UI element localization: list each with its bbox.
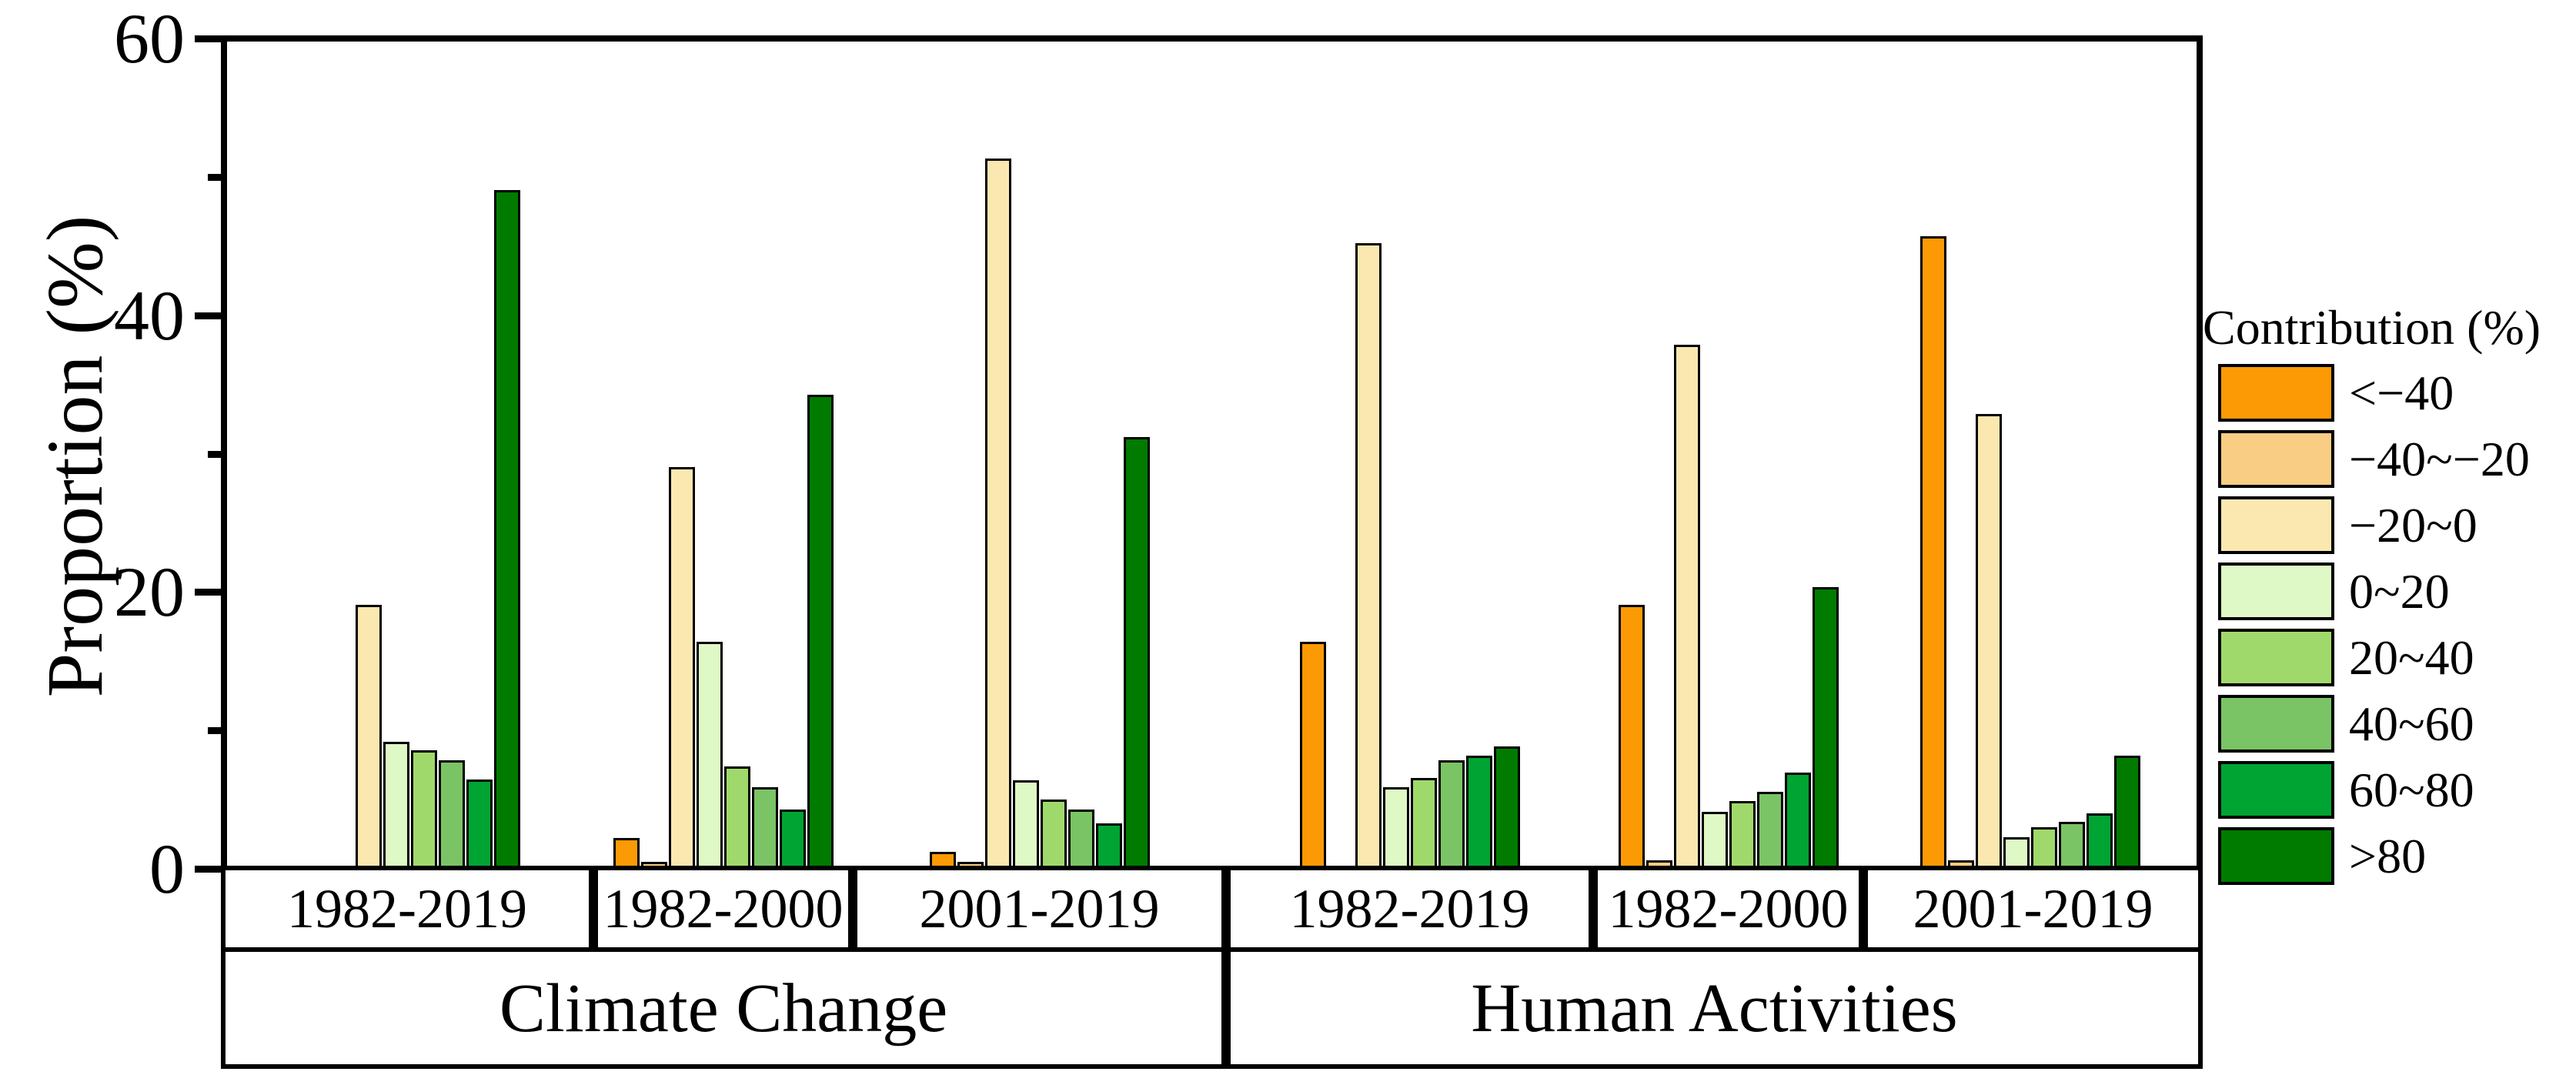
bar->80 xyxy=(1493,746,1520,866)
y-major-tick-0 xyxy=(195,866,221,873)
bar-<m40 xyxy=(929,852,956,866)
y-tick-label-0: 0 xyxy=(149,830,185,908)
legend-label-4: 20~40 xyxy=(2349,630,2474,685)
legend-swatch-5 xyxy=(2218,695,2334,753)
y-tick-label-40: 40 xyxy=(114,275,185,355)
bar-40~60 xyxy=(439,760,465,866)
bar-group-climate-change-1982-2000 xyxy=(593,42,853,866)
bar-0~20 xyxy=(2003,837,2030,866)
bar-60~80 xyxy=(466,780,493,866)
bar-m40~m20 xyxy=(957,862,984,866)
bar-40~60 xyxy=(2058,822,2085,866)
bar-60~80 xyxy=(1465,756,1492,866)
legend-label-3: 0~20 xyxy=(2349,564,2450,619)
bar-m20~0 xyxy=(1975,414,2002,866)
bar-0~20 xyxy=(696,642,723,866)
bar-0~20 xyxy=(1701,812,1728,866)
bar-group-climate-change-2001-2019 xyxy=(853,42,1226,866)
legend-label-2: −20~0 xyxy=(2349,498,2477,553)
legend-swatch-6 xyxy=(2218,761,2334,819)
legend-swatch-4 xyxy=(2218,629,2334,686)
legend-label-0: <−40 xyxy=(2349,366,2454,420)
bar-20~40 xyxy=(1410,778,1437,866)
bar-40~60 xyxy=(751,787,778,866)
legend-swatch-3 xyxy=(2218,563,2334,620)
bar-40~60 xyxy=(1438,760,1465,866)
bar-m20~0 xyxy=(1673,345,1700,866)
bar-m40~m20 xyxy=(1947,860,1974,866)
bar-m20~0 xyxy=(356,605,382,866)
bar->80 xyxy=(2113,756,2140,866)
bar-m40~m20 xyxy=(640,862,667,866)
y-major-tick-40 xyxy=(195,312,221,319)
bar->80 xyxy=(494,190,520,866)
bar-40~60 xyxy=(1067,810,1094,866)
bar-0~20 xyxy=(1012,780,1039,866)
legend-label-5: 40~60 xyxy=(2349,696,2474,751)
bar-group-human-activities-1982-2019 xyxy=(1226,42,1593,866)
bar-20~40 xyxy=(1040,800,1067,866)
bar-group-human-activities-1982-2000 xyxy=(1593,42,1863,866)
period-cell-5-2001-2019: 2001-2019 xyxy=(1863,866,2203,952)
bar->80 xyxy=(807,395,834,866)
bar-<m40 xyxy=(1299,642,1326,866)
legend-label-7: >80 xyxy=(2349,829,2427,883)
bars-container xyxy=(227,42,2197,866)
bar-<m40 xyxy=(1618,605,1645,866)
legend-swatch-1 xyxy=(2218,430,2334,488)
legend-title: Contribution (%) xyxy=(2203,300,2541,355)
bar-group-climate-change-1982-2019 xyxy=(227,42,593,866)
y-major-tick-20 xyxy=(195,589,221,596)
y-tick-label-20: 20 xyxy=(114,553,185,632)
y-minor-tick-50 xyxy=(208,173,221,181)
section-cell-climate-change: Climate Change xyxy=(221,947,1226,1069)
y-major-tick-60 xyxy=(195,35,221,42)
y-axis-title: Proportion (%) xyxy=(31,215,119,698)
bar-group-human-activities-2001-2019 xyxy=(1863,42,2197,866)
bar-0~20 xyxy=(1382,787,1409,866)
y-minor-tick-10 xyxy=(208,727,221,735)
bar-20~40 xyxy=(411,750,437,866)
legend-swatch-2 xyxy=(2218,496,2334,554)
bar-20~40 xyxy=(2030,827,2057,866)
period-cell-1-1982-2000: 1982-2000 xyxy=(593,866,853,952)
period-cell-4-1982-2000: 1982-2000 xyxy=(1593,866,1863,952)
bar->80 xyxy=(1812,587,1839,866)
bar-60~80 xyxy=(779,810,806,866)
bar-60~80 xyxy=(1095,823,1122,866)
bar-m20~0 xyxy=(668,467,695,866)
bar-60~80 xyxy=(2086,813,2113,866)
legend-swatch-7 xyxy=(2218,827,2334,885)
bar-40~60 xyxy=(1756,792,1783,866)
legend-label-6: 60~80 xyxy=(2349,763,2474,817)
y-tick-label-60: 60 xyxy=(114,0,185,78)
bar-20~40 xyxy=(1729,801,1756,866)
bar-0~20 xyxy=(383,742,409,866)
plot-area xyxy=(221,35,2203,872)
bar-<m40 xyxy=(1919,236,1946,866)
section-cell-human-activities: Human Activities xyxy=(1226,947,2203,1069)
bar->80 xyxy=(1123,437,1150,866)
bar-m40~m20 xyxy=(1645,860,1672,866)
bar-60~80 xyxy=(1784,773,1811,866)
period-cell-2-2001-2019: 2001-2019 xyxy=(853,866,1226,952)
period-cell-0-1982-2019: 1982-2019 xyxy=(221,866,593,952)
bar-m20~0 xyxy=(1355,243,1382,866)
legend-label-1: −40~−20 xyxy=(2349,432,2530,486)
bar-<m40 xyxy=(613,838,640,866)
period-cell-3-1982-2019: 1982-2019 xyxy=(1226,866,1593,952)
y-minor-tick-30 xyxy=(208,450,221,458)
bar-20~40 xyxy=(723,766,750,866)
legend-swatch-0 xyxy=(2218,364,2334,422)
bar-m20~0 xyxy=(984,159,1011,866)
